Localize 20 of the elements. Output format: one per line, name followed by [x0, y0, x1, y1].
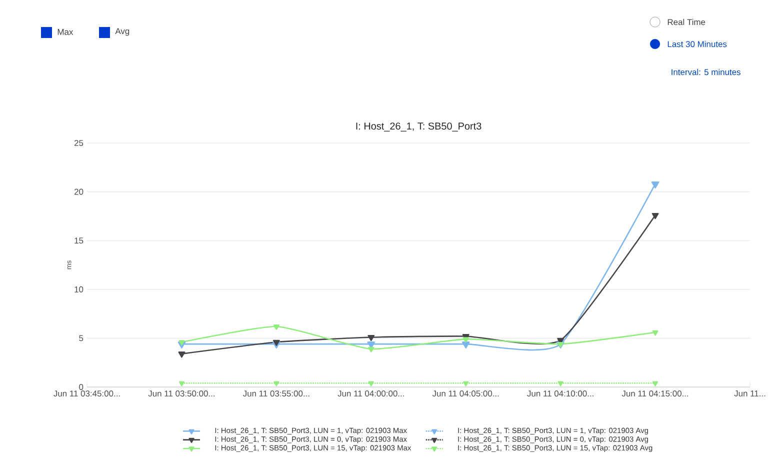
text: Real Time [668, 18, 706, 26]
x-tick-label: Jun 11... [734, 390, 766, 396]
y-tick-label: 25 [74, 140, 84, 146]
y-tick-label: 15 [74, 238, 84, 244]
x-tick-label: Jun 11 03:45:00... [54, 390, 120, 397]
y-tick-label: 10 [74, 286, 84, 292]
text: Last 30 Minutes [668, 40, 727, 48]
x-tick-label: Jun 11 03:55:00... [242, 390, 310, 397]
text: Max [58, 29, 74, 35]
x-tick-label: Jun 11 03:50:00... [148, 390, 215, 397]
x-tick-label: Jun 11 04:05:00... [432, 390, 499, 397]
y-tick-label: 20 [74, 188, 84, 195]
chart-title: I: Host_26_1, T: SB50_Port3 [356, 122, 482, 132]
y-tick-label: 0 [79, 384, 84, 390]
x-tick-label: Jun 11 04:10:00... [527, 390, 594, 397]
text: Interval: 5 minutes [672, 68, 740, 76]
y-tick-label: 5 [79, 335, 84, 342]
text: Avg [115, 28, 130, 36]
x-tick-label: Jun 11 04:15:00... [622, 390, 688, 397]
x-tick-label: Jun 11 04:00:00... [338, 390, 404, 397]
